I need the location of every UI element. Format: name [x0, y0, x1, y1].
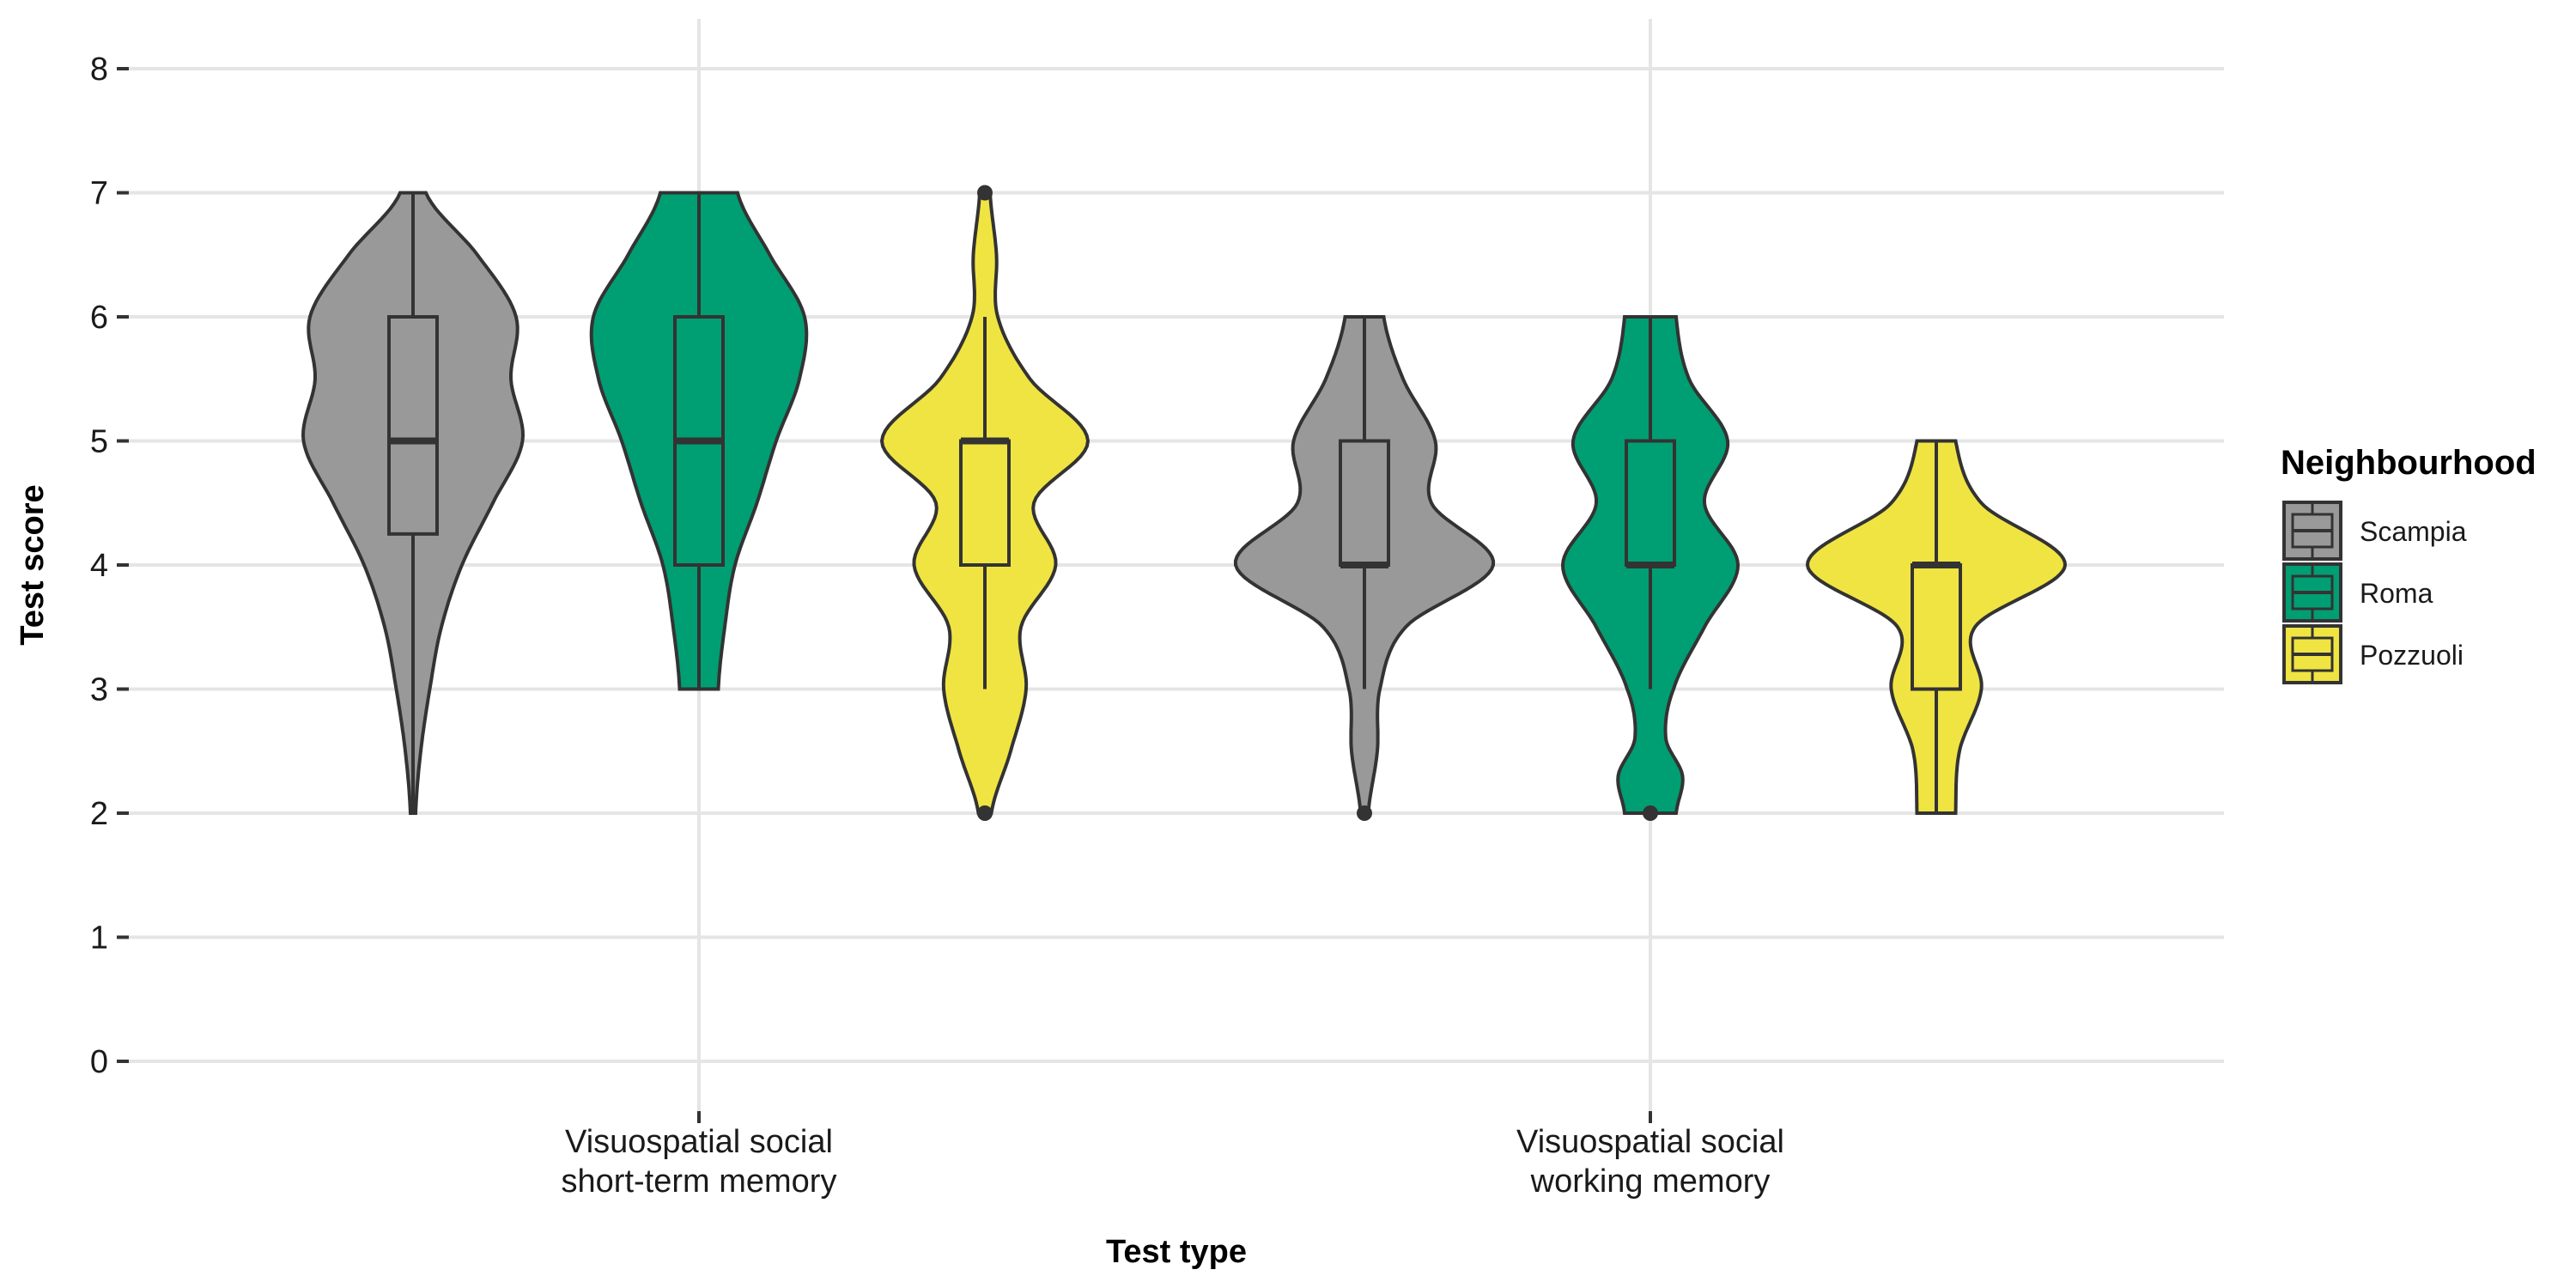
y-tick-label: 6: [90, 300, 108, 336]
y-tick-label: 0: [90, 1044, 108, 1080]
violins: [301, 185, 2068, 821]
legend-item-roma: Roma: [2282, 562, 2433, 623]
box-scampia: [387, 315, 439, 536]
legend-label: Pozzuoli: [2360, 640, 2464, 671]
y-tick-label: 7: [90, 176, 108, 212]
outlier-point: [1357, 805, 1372, 821]
y-tick-label: 5: [90, 424, 108, 460]
outlier-point: [977, 185, 993, 201]
legend-item-pozzuoli: Pozzuoli: [2282, 624, 2464, 684]
x-axis-title: Test type: [1106, 1234, 1247, 1270]
outlier-point: [977, 805, 993, 821]
y-tick-label: 3: [90, 672, 108, 708]
y-tick-label: 4: [90, 548, 108, 584]
legend-item-scampia: Scampia: [2282, 501, 2467, 561]
x-tick-label: Visuospatial social working memory: [1516, 1124, 1784, 1200]
y-axis: 0 1 2 3 4 5 6 7 8: [90, 52, 129, 1080]
box-pozzuoli: [1911, 563, 1962, 691]
box-pozzuoli: [959, 439, 1011, 567]
legend-label: Roma: [2360, 578, 2433, 609]
legend: Neighbourhood Scampia Roma Pozzuoli: [2281, 444, 2537, 684]
x-axis: Visuospatial social short-term memory Visu…: [562, 1111, 1784, 1200]
outlier-point: [1643, 805, 1658, 821]
y-tick-label: 1: [90, 920, 108, 957]
y-tick-label: 2: [90, 796, 108, 832]
legend-label: Scampia: [2360, 516, 2467, 547]
box-roma: [1625, 439, 1676, 567]
legend-title: Neighbourhood: [2281, 444, 2537, 482]
box-scampia: [1339, 439, 1390, 567]
x-tick-label: Visuospatial social short-term memory: [562, 1124, 837, 1200]
y-axis-title: Test score: [15, 484, 51, 645]
y-tick-label: 8: [90, 52, 108, 88]
